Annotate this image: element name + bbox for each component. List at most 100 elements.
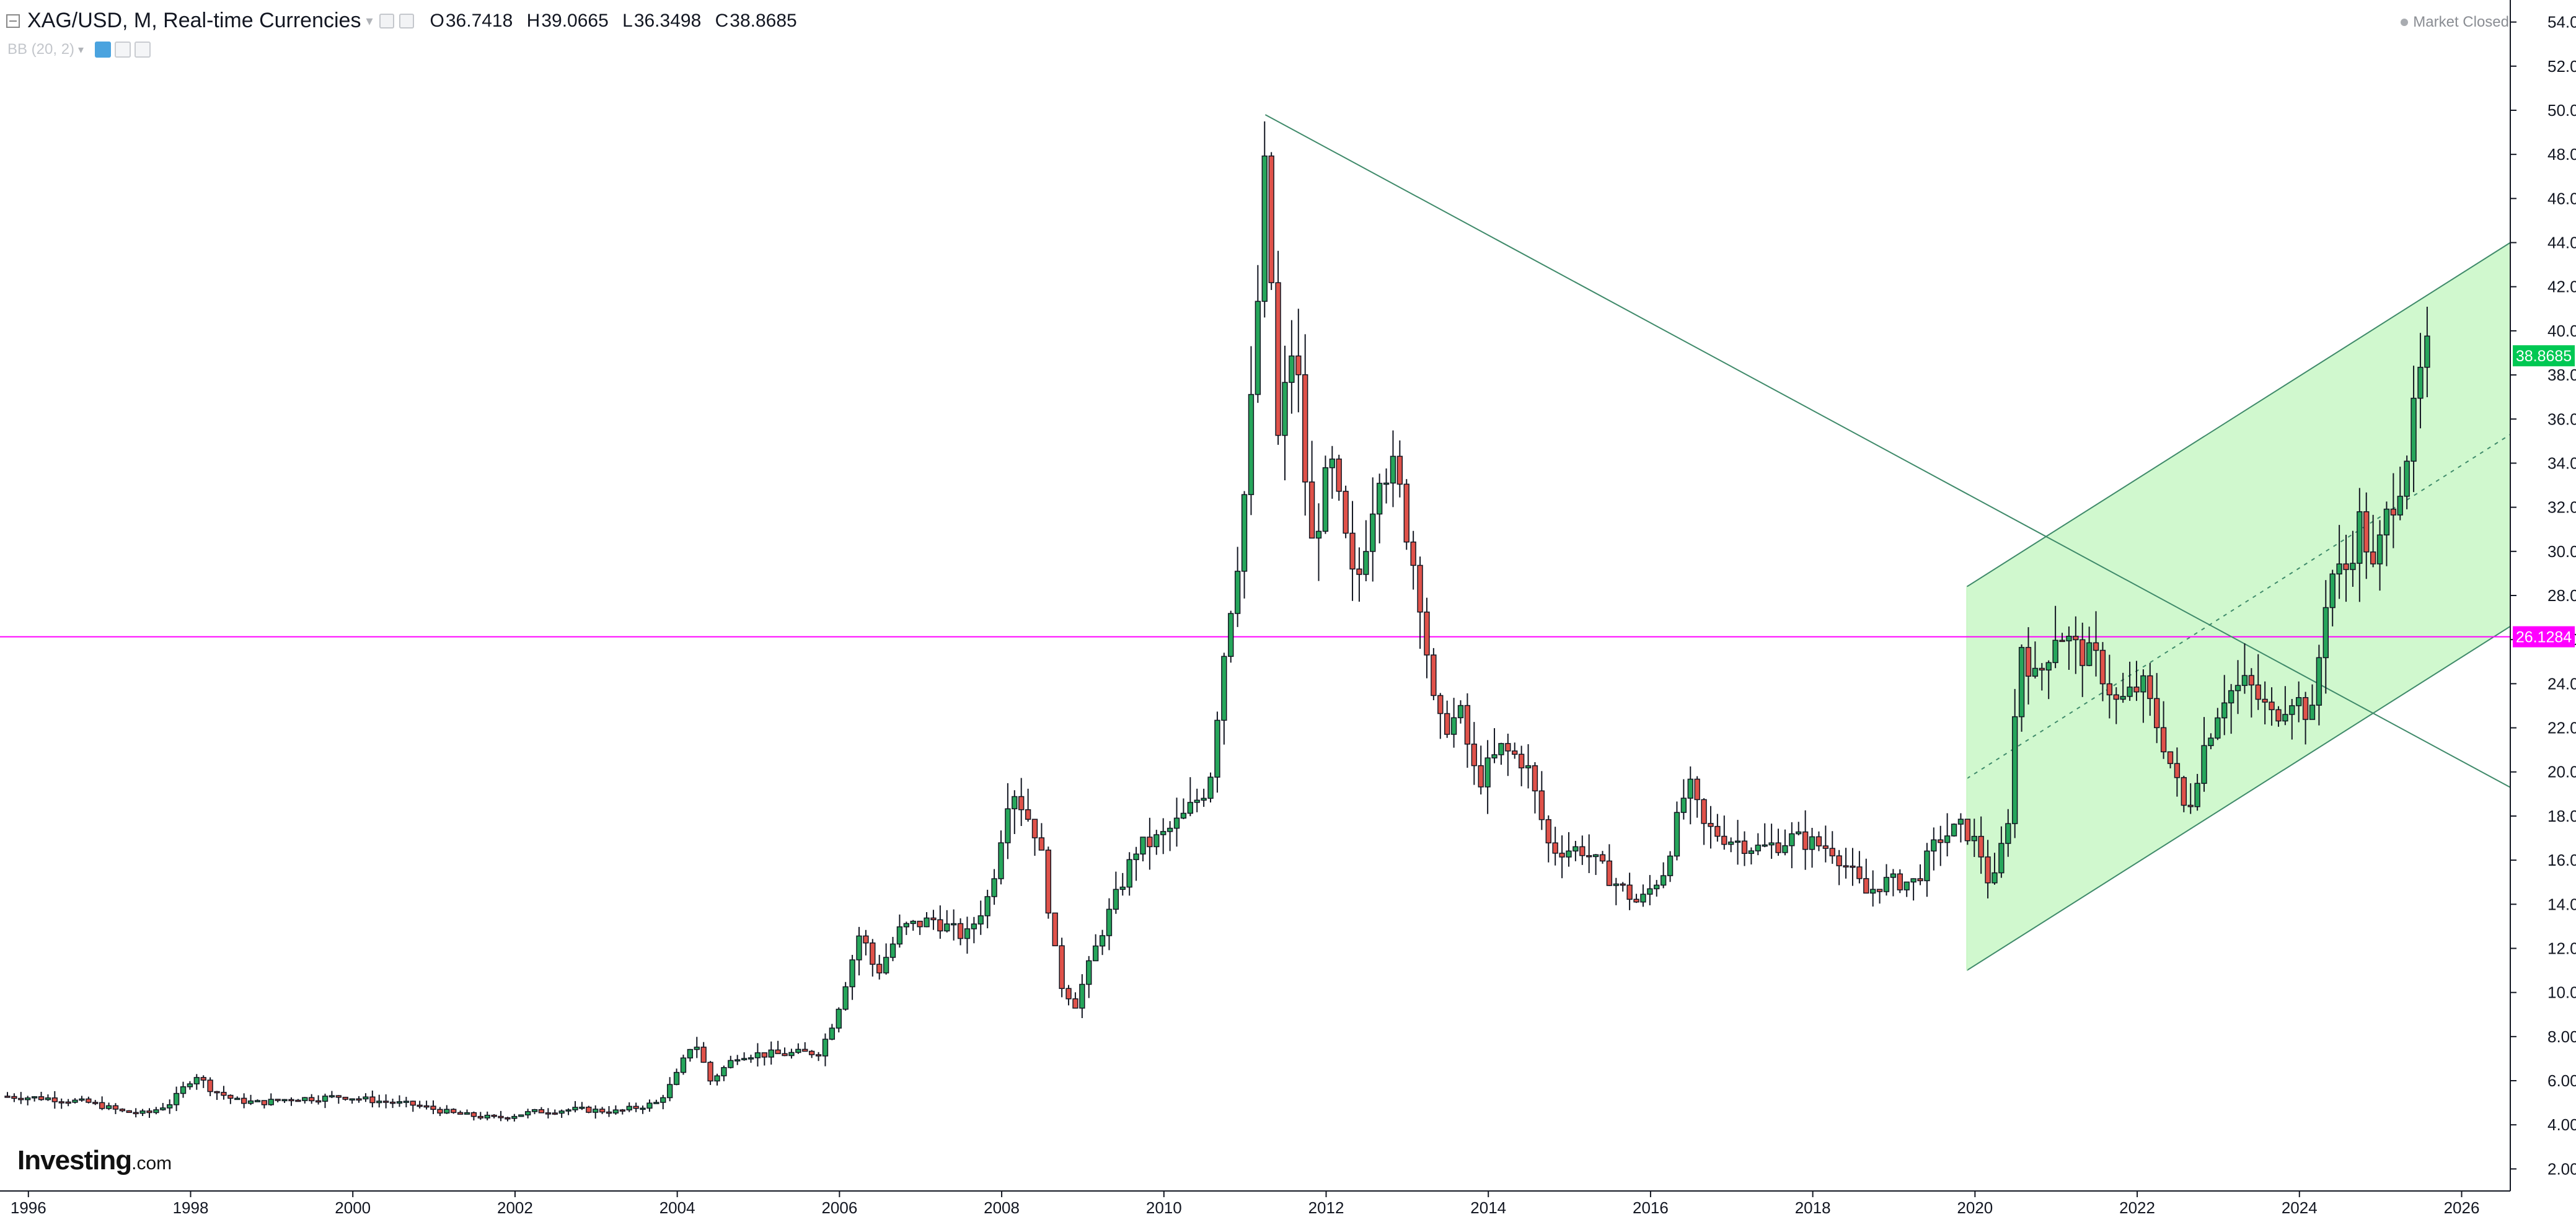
candle xyxy=(889,936,896,962)
last-price-tag: 38.8685 xyxy=(2513,345,2575,367)
candle-body xyxy=(1978,835,1984,858)
y-tick-label: 4.0000 xyxy=(2547,1115,2576,1134)
candle-body xyxy=(1106,908,1113,936)
candle-body xyxy=(856,935,862,960)
collapse-legend-icon[interactable] xyxy=(6,14,20,28)
candle xyxy=(2322,580,2329,694)
candle xyxy=(2296,681,2302,723)
candle xyxy=(1998,826,2005,878)
settings-icon[interactable] xyxy=(379,13,394,29)
candle xyxy=(2370,514,2376,568)
candle-body xyxy=(423,1105,430,1108)
candle-body xyxy=(498,1115,504,1118)
candle xyxy=(646,1099,653,1112)
symbol-title[interactable]: XAG/USD, M, Real-time Currencies xyxy=(27,9,361,32)
candle-body xyxy=(795,1048,801,1053)
candle-body xyxy=(153,1109,159,1114)
candle-body xyxy=(214,1091,220,1094)
candle-body xyxy=(1599,854,1606,862)
candle-body xyxy=(1674,812,1680,857)
candle xyxy=(227,1094,234,1104)
candle-body xyxy=(187,1083,193,1087)
candle xyxy=(714,1073,720,1086)
indicator-hide-icon[interactable] xyxy=(115,42,131,58)
y-tick-label: 22.0000 xyxy=(2547,719,2576,737)
candle xyxy=(261,1100,268,1109)
candle xyxy=(1106,898,1113,951)
candle xyxy=(2262,681,2268,725)
candle-body xyxy=(2154,698,2160,729)
candle-body xyxy=(1126,859,1132,888)
candle-body xyxy=(1410,541,1416,566)
candle-body xyxy=(2376,534,2383,565)
indicator-dropdown-icon[interactable]: ▾ xyxy=(78,43,84,56)
candle xyxy=(187,1081,193,1090)
candle-body xyxy=(58,1101,64,1104)
candle-body xyxy=(2052,639,2058,664)
candle xyxy=(930,910,937,930)
symbol-dropdown-icon[interactable]: ▾ xyxy=(366,12,373,29)
y-tick-label: 24.0000 xyxy=(2547,674,2576,693)
candle xyxy=(822,1033,829,1066)
candle xyxy=(2309,684,2316,720)
candle xyxy=(410,1101,416,1112)
regression-channel[interactable] xyxy=(1966,242,2511,971)
indicator-remove-icon[interactable] xyxy=(135,42,151,58)
candle-body xyxy=(1119,886,1126,890)
candle-body xyxy=(173,1092,180,1105)
candle-body xyxy=(1505,743,1511,752)
candle xyxy=(1883,864,1890,896)
candle xyxy=(815,1052,822,1061)
candle-body xyxy=(1525,765,1532,768)
candle xyxy=(1876,889,1883,904)
candle xyxy=(1985,840,1991,898)
candle xyxy=(883,943,889,975)
candle-body xyxy=(2221,702,2228,719)
candle xyxy=(1005,783,1011,859)
candle xyxy=(606,1106,612,1117)
candle xyxy=(1241,491,1248,599)
candle-body xyxy=(768,1049,774,1058)
candle-body xyxy=(295,1099,301,1102)
candle xyxy=(1680,779,1687,820)
candle-body xyxy=(1207,776,1214,799)
candle xyxy=(511,1114,518,1122)
y-tick-label: 48.0000 xyxy=(2547,145,2576,164)
candle-body xyxy=(470,1112,477,1117)
candle xyxy=(2424,306,2430,397)
candle-body xyxy=(1944,835,1951,843)
candle xyxy=(593,1105,599,1119)
candle xyxy=(2201,717,2207,792)
candle xyxy=(1119,872,1126,896)
indicator-settings-icon[interactable] xyxy=(95,42,112,58)
candle-body xyxy=(937,919,943,932)
candle xyxy=(572,1101,578,1113)
candle-body xyxy=(1167,827,1173,832)
candle xyxy=(1289,320,1295,414)
candle-body xyxy=(1450,717,1457,735)
candle xyxy=(1545,815,1551,863)
candle xyxy=(417,1101,423,1109)
hide-icon[interactable] xyxy=(399,13,414,29)
candle-body xyxy=(754,1052,761,1058)
downtrend-line[interactable] xyxy=(1264,114,2511,788)
candle xyxy=(1180,798,1187,820)
candle-body xyxy=(1025,809,1031,820)
candle-body xyxy=(572,1107,578,1110)
candle xyxy=(180,1081,187,1098)
candle xyxy=(349,1098,355,1104)
candle-body xyxy=(417,1104,423,1107)
candle-body xyxy=(1734,840,1741,843)
candle xyxy=(1363,520,1369,582)
candle xyxy=(2248,668,2255,718)
indicator-title[interactable]: BB (20, 2) xyxy=(7,41,75,58)
candle xyxy=(558,1109,565,1118)
candle-body xyxy=(883,957,889,973)
candle-body xyxy=(1789,833,1795,846)
candle-body xyxy=(903,923,909,928)
candle xyxy=(1160,818,1167,855)
candle xyxy=(2045,660,2052,700)
candle xyxy=(612,1105,619,1115)
x-tick-label: 2016 xyxy=(1633,1198,1669,1217)
